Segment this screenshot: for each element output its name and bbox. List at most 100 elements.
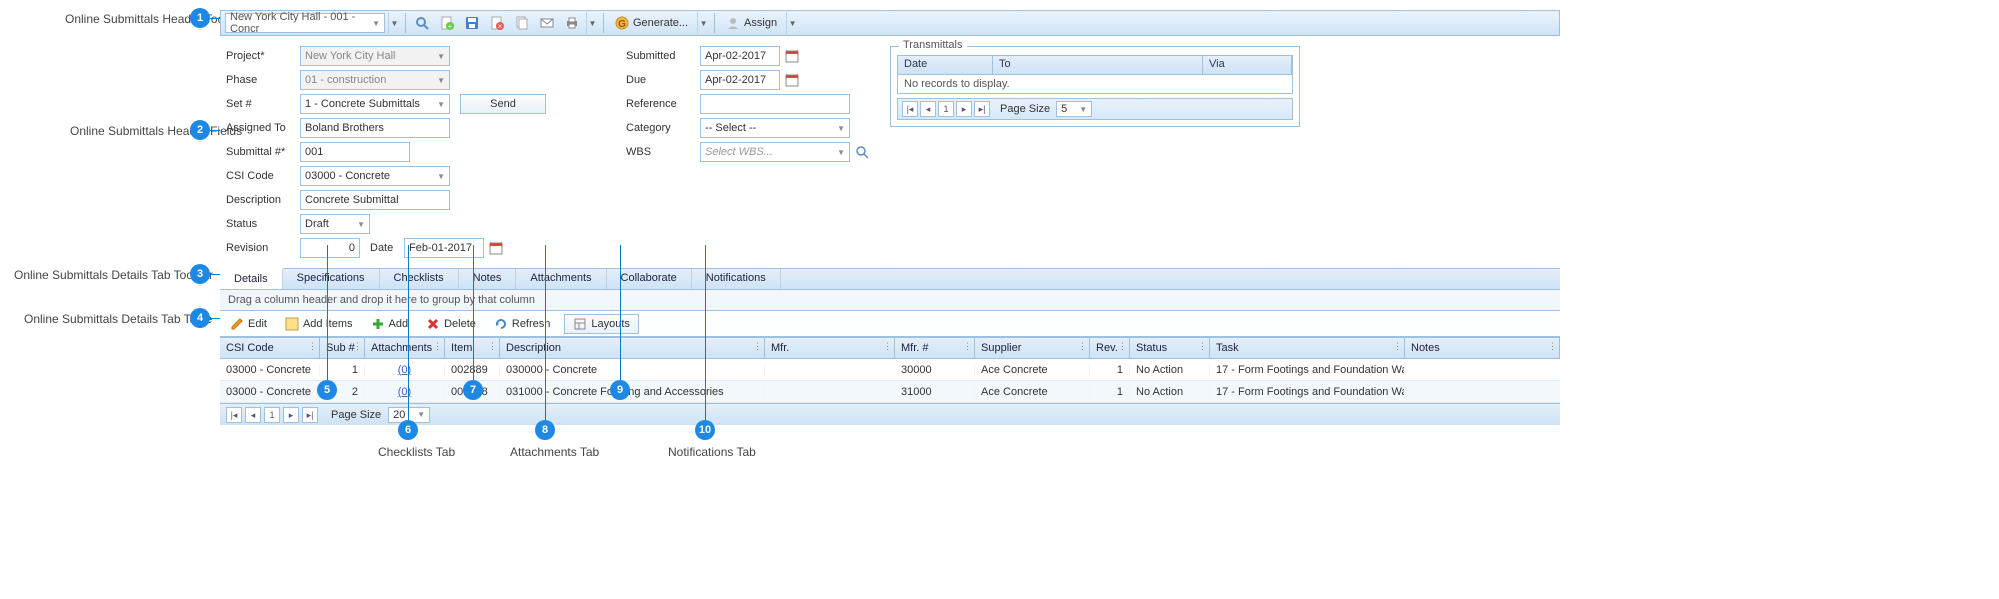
search-icon[interactable] — [854, 144, 870, 160]
col-menu-icon[interactable]: ⋮ — [353, 341, 362, 352]
table-row[interactable]: 03000 - Concrete1(0)002889030000 - Concr… — [220, 359, 1560, 381]
col-mfrno[interactable]: Mfr. #⋮ — [895, 338, 975, 358]
col-to[interactable]: To — [993, 56, 1203, 74]
pager-prev[interactable]: ◂ — [920, 101, 936, 117]
col-sub-label: Sub # — [326, 342, 355, 354]
callout-num-1: 1 — [190, 8, 210, 28]
ref-input[interactable] — [700, 94, 850, 114]
search-button[interactable] — [411, 12, 433, 34]
separator — [603, 13, 604, 33]
col-att[interactable]: Attachments⋮ — [365, 338, 445, 358]
set-select[interactable]: 1 - Concrete Submittals▼ — [300, 94, 450, 114]
col-desc[interactable]: Description ⋮ — [500, 338, 765, 358]
page-size-label: Page Size — [331, 409, 381, 421]
assigned-input[interactable] — [300, 118, 450, 138]
status-select[interactable]: Draft▼ — [300, 214, 370, 234]
wbs-select[interactable]: Select WBS...▼ — [700, 142, 850, 162]
callout-line — [705, 245, 706, 420]
col-via[interactable]: Via — [1203, 56, 1292, 74]
save-button[interactable] — [461, 12, 483, 34]
email-button[interactable] — [536, 12, 558, 34]
page-size-select[interactable]: 5▼ — [1056, 101, 1092, 117]
col-menu-icon[interactable]: ⋮ — [963, 341, 972, 352]
submitted-input[interactable] — [700, 46, 780, 66]
copy-button[interactable] — [511, 12, 533, 34]
col-menu-icon[interactable]: ⋮ — [488, 341, 497, 352]
pager-next[interactable]: ▸ — [956, 101, 972, 117]
add-button[interactable]: Add — [367, 315, 413, 333]
add-items-button[interactable]: Add Items — [281, 315, 357, 333]
calendar-icon[interactable] — [488, 240, 504, 256]
delete-page-icon: × — [489, 15, 505, 31]
subno-input[interactable] — [300, 142, 410, 162]
cat-value: -- Select -- — [705, 122, 756, 134]
date-input[interactable] — [404, 238, 484, 258]
col-csi[interactable]: CSI Code⋮ — [220, 338, 320, 358]
col-desc-label: Description — [506, 342, 561, 354]
generate-dropdown[interactable]: ▼ — [697, 12, 709, 34]
plus-icon — [371, 317, 385, 331]
calendar-icon[interactable] — [784, 72, 800, 88]
col-menu-icon[interactable]: ⋮ — [1078, 341, 1087, 352]
assign-dropdown[interactable]: ▼ — [786, 12, 798, 34]
assign-button[interactable]: Assign — [720, 12, 783, 34]
tab-specifications[interactable]: Specifications — [283, 269, 380, 289]
csi-select[interactable]: 03000 - Concrete▼ — [300, 166, 450, 186]
col-supplier[interactable]: Supplier⋮ — [975, 338, 1090, 358]
col-menu-icon[interactable]: ⋮ — [433, 341, 442, 352]
col-date[interactable]: Date — [898, 56, 993, 74]
desc-label: Description — [226, 194, 300, 206]
cell-supplier: Ace Concrete — [975, 364, 1090, 376]
col-rev[interactable]: Rev.⋮ — [1090, 338, 1130, 358]
pager-prev[interactable]: ◂ — [245, 407, 261, 423]
record-selector-dd[interactable]: ▼ — [388, 12, 400, 34]
edit-button[interactable]: Edit — [226, 315, 271, 333]
delete-button[interactable]: × — [486, 12, 508, 34]
col-menu-icon[interactable]: ⋮ — [308, 341, 317, 352]
pager-page[interactable]: 1 — [264, 407, 280, 423]
layouts-button[interactable]: Layouts — [564, 314, 639, 334]
tab-attachments[interactable]: Attachments — [516, 269, 606, 289]
details-toolbar: Edit Add Items Add Delete Refresh Layout… — [220, 311, 1560, 337]
tab-notes[interactable]: Notes — [459, 269, 517, 289]
col-menu-icon[interactable]: ⋮ — [1548, 341, 1557, 352]
col-menu-icon[interactable]: ⋮ — [883, 341, 892, 352]
col-mfr-label: Mfr. — [771, 342, 789, 354]
col-menu-icon[interactable]: ⋮ — [1198, 341, 1207, 352]
pager-page[interactable]: 1 — [938, 101, 954, 117]
col-menu-icon[interactable]: ⋮ — [753, 341, 762, 352]
col-mfr[interactable]: Mfr. ⋮ — [765, 338, 895, 358]
x-icon — [426, 317, 440, 331]
print-dropdown[interactable]: ▼ — [586, 12, 598, 34]
col-menu-icon[interactable]: ⋮ — [1118, 341, 1127, 352]
project-select[interactable]: New York City Hall▼ — [300, 46, 450, 66]
new-button[interactable]: + — [436, 12, 458, 34]
col-notes[interactable]: Notes⋮ — [1405, 338, 1560, 358]
pager-next[interactable]: ▸ — [283, 407, 299, 423]
col-status[interactable]: Status⋮ — [1130, 338, 1210, 358]
col-menu-icon[interactable]: ⋮ — [1393, 341, 1402, 352]
send-button[interactable]: Send — [460, 94, 546, 114]
attachment-link[interactable]: (0) — [398, 386, 411, 398]
desc-input[interactable] — [300, 190, 450, 210]
attachment-link[interactable]: (0) — [398, 364, 411, 376]
tab-checklists[interactable]: Checklists — [380, 269, 459, 289]
tab-details[interactable]: Details — [220, 268, 283, 289]
delete-row-button[interactable]: Delete — [422, 315, 480, 333]
calendar-icon[interactable] — [784, 48, 800, 64]
cat-select[interactable]: -- Select --▼ — [700, 118, 850, 138]
pager-last[interactable]: ▸| — [974, 101, 990, 117]
print-button[interactable] — [561, 12, 583, 34]
due-input[interactable] — [700, 70, 780, 90]
table-row[interactable]: 03000 - Concrete2(0)002898031000 - Concr… — [220, 381, 1560, 403]
col-item-label: Item — [451, 342, 472, 354]
pager-first[interactable]: |◂ — [902, 101, 918, 117]
phase-select[interactable]: 01 - construction▼ — [300, 70, 450, 90]
rev-input[interactable] — [300, 238, 360, 258]
generate-button[interactable]: G Generate... — [609, 12, 694, 34]
pager-first[interactable]: |◂ — [226, 407, 242, 423]
pager-last[interactable]: ▸| — [302, 407, 318, 423]
col-task[interactable]: Task⋮ — [1210, 338, 1405, 358]
group-hint[interactable]: Drag a column header and drop it here to… — [220, 290, 1560, 311]
record-selector[interactable]: New York City Hall - 001 - Concr ▼ — [225, 13, 385, 33]
